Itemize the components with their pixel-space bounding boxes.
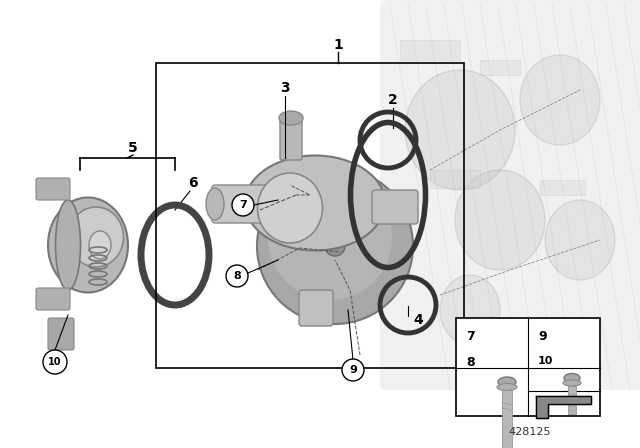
Text: 428125: 428125: [509, 427, 551, 437]
Bar: [568, 386, 576, 414]
FancyBboxPatch shape: [372, 190, 418, 224]
Text: 8: 8: [233, 271, 241, 281]
Circle shape: [342, 359, 364, 381]
Ellipse shape: [440, 275, 500, 345]
FancyBboxPatch shape: [48, 318, 74, 350]
Circle shape: [325, 236, 345, 256]
Ellipse shape: [48, 198, 128, 293]
FancyBboxPatch shape: [299, 290, 333, 326]
Ellipse shape: [564, 374, 580, 383]
Text: 6: 6: [188, 176, 198, 190]
Text: 10: 10: [538, 356, 554, 366]
Text: 1: 1: [333, 38, 343, 52]
Circle shape: [232, 194, 254, 216]
Text: 7: 7: [239, 200, 247, 210]
Text: 2: 2: [388, 93, 398, 107]
Ellipse shape: [279, 111, 303, 125]
Ellipse shape: [545, 200, 615, 280]
Bar: [456, 318, 600, 416]
Polygon shape: [536, 396, 591, 418]
Text: 9: 9: [538, 330, 547, 343]
Text: 4: 4: [413, 313, 423, 327]
Ellipse shape: [206, 188, 224, 220]
Bar: [400, 40, 460, 60]
FancyBboxPatch shape: [36, 288, 70, 310]
Text: 9: 9: [349, 365, 357, 375]
Ellipse shape: [68, 207, 124, 267]
Bar: [502, 390, 512, 448]
Circle shape: [43, 350, 67, 374]
Ellipse shape: [497, 383, 517, 391]
Ellipse shape: [498, 377, 516, 387]
Ellipse shape: [405, 70, 515, 190]
Ellipse shape: [56, 200, 81, 290]
FancyBboxPatch shape: [212, 185, 268, 223]
Bar: [430, 170, 480, 188]
FancyBboxPatch shape: [36, 178, 70, 200]
Circle shape: [257, 168, 413, 324]
Circle shape: [268, 176, 392, 300]
Circle shape: [226, 265, 248, 287]
FancyBboxPatch shape: [280, 116, 302, 160]
Ellipse shape: [257, 173, 323, 243]
Text: 8: 8: [466, 356, 475, 369]
Bar: [480, 60, 520, 75]
Ellipse shape: [245, 155, 385, 250]
Ellipse shape: [455, 170, 545, 270]
Text: 7: 7: [466, 330, 475, 343]
Ellipse shape: [520, 55, 600, 145]
Bar: [156, 63, 464, 368]
Text: 3: 3: [280, 81, 290, 95]
Bar: [540, 180, 585, 195]
Ellipse shape: [89, 231, 111, 259]
Ellipse shape: [563, 380, 581, 386]
Text: 5: 5: [128, 141, 138, 155]
Text: 10: 10: [48, 357, 61, 367]
FancyBboxPatch shape: [380, 0, 640, 390]
